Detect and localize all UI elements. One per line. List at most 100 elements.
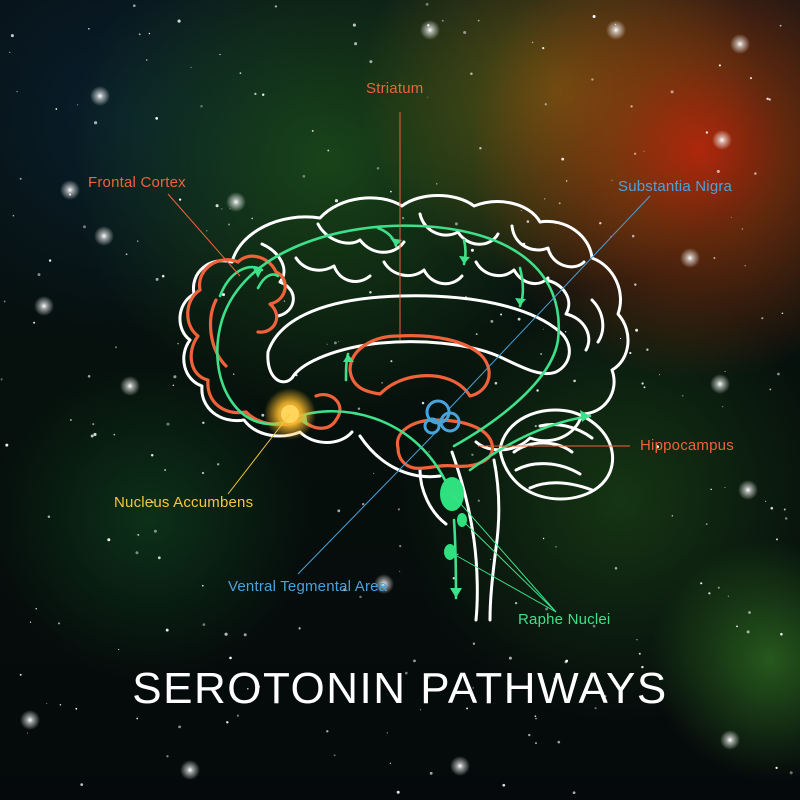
star — [540, 353, 542, 355]
star — [775, 766, 778, 770]
star — [736, 625, 738, 628]
star — [789, 771, 793, 775]
star — [177, 342, 179, 345]
star — [88, 28, 90, 30]
star — [347, 697, 351, 701]
raphe-leader-2 — [461, 519, 557, 613]
star — [343, 588, 347, 592]
star — [536, 389, 539, 392]
star — [233, 373, 235, 375]
star — [334, 199, 339, 203]
star — [94, 121, 98, 125]
bright-star — [450, 756, 470, 776]
star — [708, 592, 711, 595]
bright-star — [720, 730, 740, 750]
star — [542, 328, 544, 330]
star — [399, 545, 402, 548]
bright-star — [374, 574, 394, 594]
star — [153, 529, 157, 533]
star — [376, 167, 380, 170]
star — [470, 72, 473, 75]
star — [573, 379, 576, 383]
star — [337, 341, 339, 343]
raphe-nuclei-shapes — [440, 477, 467, 560]
star — [125, 253, 128, 256]
leader-lines — [167, 112, 651, 613]
star — [769, 388, 772, 391]
star — [239, 72, 242, 74]
star — [655, 445, 660, 449]
star — [427, 676, 430, 679]
raphe-leader-1 — [451, 493, 557, 613]
star — [784, 517, 788, 520]
star — [9, 51, 11, 53]
star — [716, 169, 720, 173]
star — [172, 384, 175, 386]
star — [470, 248, 474, 252]
star — [354, 42, 358, 46]
star — [700, 582, 703, 585]
star — [215, 204, 219, 208]
star — [166, 422, 170, 426]
orange-regions — [186, 254, 495, 471]
star — [201, 471, 205, 475]
star — [221, 208, 223, 210]
star — [520, 209, 522, 212]
star — [749, 77, 753, 80]
star — [75, 707, 78, 710]
bright-star — [20, 710, 40, 730]
bright-star — [712, 130, 732, 150]
label-nucleus-accumbens: Nucleus Accumbens — [114, 494, 254, 511]
star — [166, 755, 169, 758]
diagram-title: SEROTONIN PATHWAYS — [132, 664, 668, 713]
star — [463, 30, 467, 35]
star — [633, 152, 637, 155]
label-ventral-tegmental-area: Ventral Tegmental Area — [228, 578, 388, 595]
star — [47, 515, 51, 518]
star — [477, 499, 480, 502]
star — [26, 732, 28, 734]
star — [770, 506, 774, 510]
bright-star — [180, 760, 200, 780]
star — [135, 551, 139, 555]
star — [721, 405, 724, 408]
star — [35, 608, 37, 610]
star — [413, 659, 416, 663]
star — [274, 5, 278, 8]
star — [369, 60, 373, 64]
bright-star — [710, 374, 730, 394]
star — [302, 175, 306, 178]
star — [161, 274, 165, 278]
star — [113, 433, 116, 436]
star — [19, 673, 22, 676]
star — [80, 783, 84, 786]
star — [542, 46, 545, 50]
star — [457, 553, 459, 555]
star — [535, 742, 537, 745]
star — [136, 717, 139, 720]
star — [254, 92, 257, 96]
star — [114, 346, 118, 349]
star — [155, 117, 159, 120]
star — [436, 183, 438, 185]
star — [337, 509, 341, 513]
star — [5, 443, 9, 447]
star — [558, 202, 561, 205]
star — [59, 703, 62, 706]
star — [137, 240, 139, 242]
star — [466, 707, 469, 710]
star — [311, 129, 314, 132]
star — [730, 216, 732, 219]
star — [251, 217, 254, 220]
star — [619, 337, 622, 340]
star — [517, 317, 521, 321]
bright-star — [420, 20, 440, 40]
star — [717, 586, 720, 589]
bright-star — [226, 192, 246, 212]
star — [542, 537, 545, 540]
label-hippocampus: Hippocampus — [640, 437, 734, 454]
star — [261, 413, 265, 417]
star — [599, 221, 602, 225]
star — [557, 740, 561, 744]
